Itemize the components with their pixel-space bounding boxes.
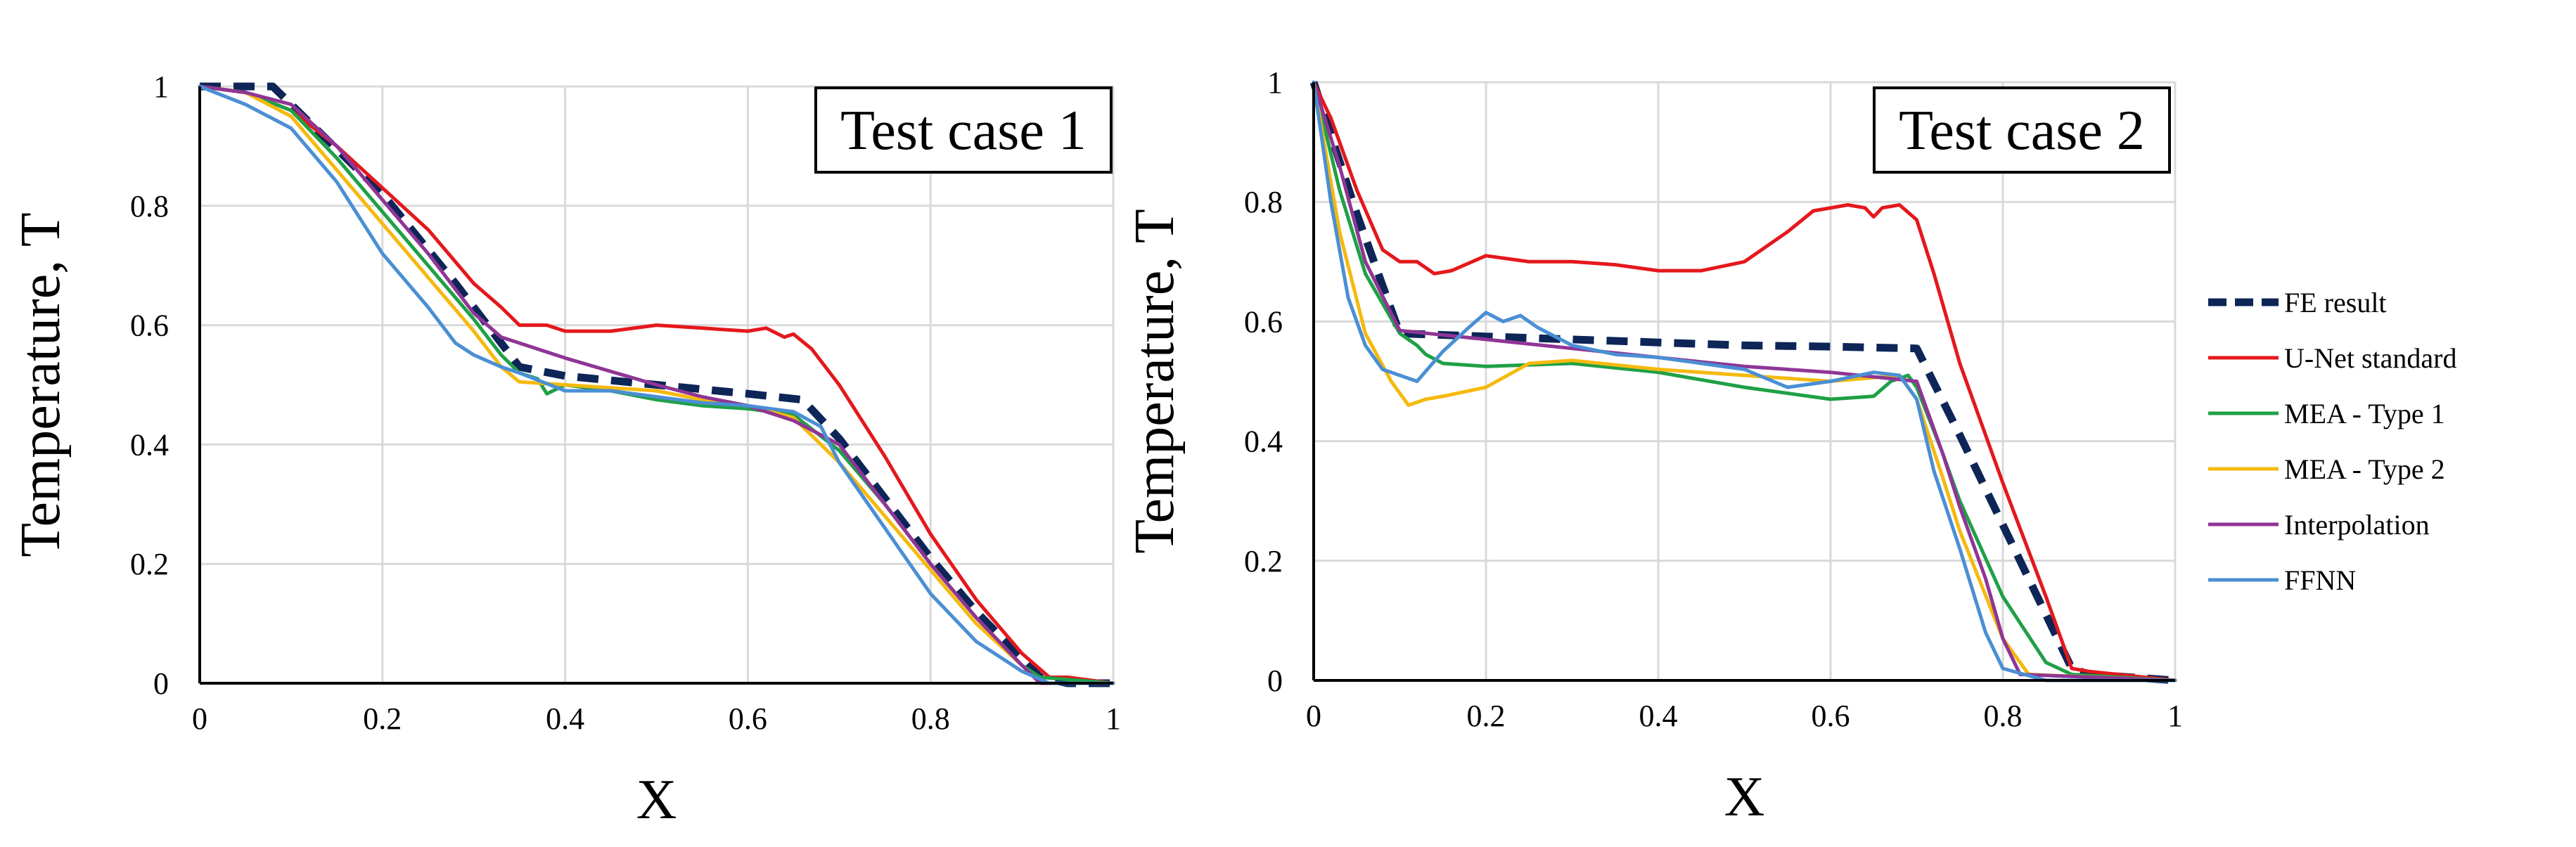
legend: FE result U-Net standard MEA - Type 1 MEA -… bbox=[2208, 287, 2456, 596]
y-tick-label-1: 0.2 bbox=[130, 547, 169, 581]
y-tick-label-0: 0 bbox=[153, 666, 169, 701]
series-line-mea-type-2 bbox=[198, 84, 1115, 685]
x-tick-label-3: 0.6 bbox=[729, 701, 767, 736]
x-axis-title: X bbox=[636, 769, 677, 831]
y-tick-label-0: 0 bbox=[1267, 664, 1283, 698]
chart-title-box bbox=[1873, 86, 2171, 174]
y-tick-label-4: 0.8 bbox=[1244, 185, 1283, 219]
y-tick-label-2: 0.4 bbox=[1244, 425, 1283, 459]
series-line-fe-result bbox=[1309, 81, 2176, 685]
y-tick-label-1: 0.2 bbox=[1244, 544, 1283, 578]
series-line-u-net-standard bbox=[1312, 80, 2177, 683]
x-tick-label-2: 0.4 bbox=[1639, 699, 1678, 733]
legend-label-interpolation: Interpolation bbox=[2284, 509, 2430, 541]
series-line-ffnn bbox=[198, 84, 1115, 685]
x-tick-label-1: 0.2 bbox=[1467, 699, 1506, 733]
chart-test-case-1: 0 0.2 0.4 0.6 0.8 1 0 0.2 0.4 0.6 0.8 1 X Temperature… bbox=[10, 70, 1121, 831]
legend-label-u-net-standard: U-Net standard bbox=[2284, 342, 2456, 374]
y-tick-label-2: 0.4 bbox=[130, 427, 169, 462]
chart-test-case-2: 0 0.2 0.4 0.6 0.8 1 0 0.2 0.4 0.6 0.8 1 X Temperature… bbox=[1124, 65, 2183, 828]
chart-title: Test case 1 bbox=[840, 100, 1087, 162]
series-line-interpolation bbox=[198, 84, 1115, 685]
legend-label-fe-result: FE result bbox=[2284, 287, 2387, 318]
series-line-mea-type-1 bbox=[1312, 80, 2177, 683]
legend-label-mea-type-2: MEA - Type 2 bbox=[2284, 453, 2445, 485]
y-tick-label-3: 0.6 bbox=[130, 309, 169, 343]
x-tick-label-4: 0.8 bbox=[1984, 699, 2023, 733]
y-tick-label-5: 1 bbox=[153, 70, 169, 104]
y-axis-title: Temperature, T bbox=[1124, 209, 1186, 553]
x-tick-label-5: 1 bbox=[2167, 699, 2183, 733]
x-tick-label-0: 0 bbox=[192, 701, 207, 736]
legend-label-mea-type-1: MEA - Type 1 bbox=[2284, 398, 2445, 429]
series-line-u-net-standard bbox=[198, 84, 1115, 685]
x-tick-label-1: 0.2 bbox=[363, 701, 402, 736]
x-tick-label-4: 0.8 bbox=[911, 701, 950, 736]
y-tick-label-4: 0.8 bbox=[130, 189, 169, 224]
legend-label-ffnn: FFNN bbox=[2284, 564, 2356, 596]
y-tick-label-3: 0.6 bbox=[1244, 304, 1283, 339]
x-tick-label-2: 0.4 bbox=[546, 701, 584, 736]
y-axis-title: Temperature, T bbox=[10, 212, 72, 557]
x-axis-title: X bbox=[1724, 766, 1765, 828]
series-line-fe-result bbox=[200, 82, 1113, 687]
chart-title-box bbox=[814, 86, 1113, 174]
series-line-interpolation bbox=[1312, 80, 2177, 683]
y-tick-label-5: 1 bbox=[1267, 65, 1283, 100]
chart-title: Test case 2 bbox=[1899, 100, 2145, 162]
series-line-ffnn bbox=[1312, 80, 2177, 683]
x-tick-label-0: 0 bbox=[1306, 699, 1321, 733]
x-tick-label-3: 0.6 bbox=[1812, 699, 1850, 733]
x-tick-label-5: 1 bbox=[1106, 701, 1121, 736]
series-line-mea-type-2 bbox=[1312, 80, 2177, 683]
